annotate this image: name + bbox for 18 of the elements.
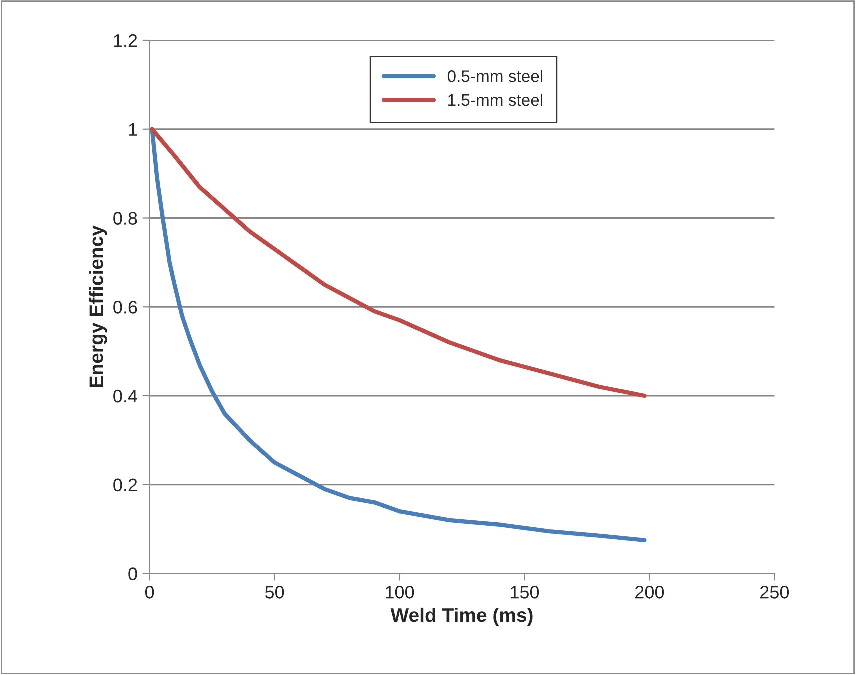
y-tick-label: 1.2 [114, 34, 138, 48]
y-tick-label: 0 [128, 568, 138, 580]
x-tick-label: 250 [760, 586, 790, 599]
x-axis-title: Weld Time (ms) [390, 608, 533, 626]
y-tick-label: 0.8 [114, 212, 138, 225]
x-tick-label: 150 [511, 586, 540, 599]
x-tick-label: 100 [386, 586, 414, 599]
x-tick-label: 50 [265, 586, 284, 599]
y-tick-label: 0.6 [114, 301, 138, 314]
y-tick-label: 1 [129, 123, 138, 136]
y-tick-label: 0.4 [114, 390, 138, 403]
legend-label: 0.5-mm steel [448, 70, 542, 82]
x-tick-label: 0 [145, 586, 154, 599]
line-series [150, 127, 647, 398]
legend-label: 1.5-mm steel [448, 94, 542, 106]
y-axis-title: Energy Efficiency [89, 226, 108, 388]
x-tick-label: 200 [636, 586, 664, 599]
y-tick-label: 0.2 [114, 478, 138, 492]
